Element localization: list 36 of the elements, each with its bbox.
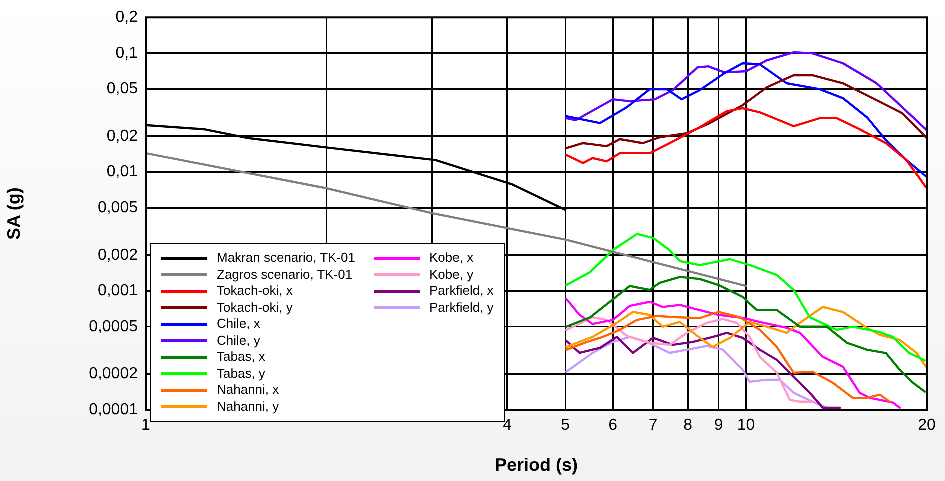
y-tick-label: 0,005 — [98, 199, 138, 216]
legend-label: Nahanni, y — [217, 398, 280, 415]
x-axis-title: Period (s) — [494, 455, 578, 476]
y-tick-label: 0,2 — [116, 9, 138, 26]
x-tick-label: 20 — [918, 417, 936, 434]
legend-label: Kobe, x — [430, 250, 474, 266]
x-tick-label: 5 — [561, 417, 570, 434]
legend-label: Tokach-oki, x — [217, 283, 293, 300]
y-tick-label: 0,002 — [98, 246, 138, 264]
y-tick-label: 0,05 — [106, 80, 138, 98]
legend-label: Tabas, y — [217, 366, 266, 382]
legend-label: Parkfield, y — [430, 300, 494, 316]
y-tick-label: 0,0002 — [89, 366, 138, 383]
legend-label: Tokach-oki, y — [217, 300, 293, 316]
y-tick-label: 0,0005 — [89, 318, 138, 336]
x-tick-label: 8 — [684, 417, 693, 434]
x-tick-label: 10 — [737, 417, 756, 434]
y-tick-label: 0,02 — [106, 128, 138, 145]
legend-label: Makran scenario, TK-01 — [217, 250, 356, 266]
y-tick-label: 0,01 — [106, 164, 138, 181]
x-tick-label: 1 — [142, 417, 151, 434]
legend-label: Kobe, y — [430, 266, 474, 283]
legend-label: Chile, x — [217, 316, 260, 332]
x-tick-label: 6 — [608, 417, 618, 434]
x-tick-label: 4 — [502, 417, 512, 434]
legend-label: Chile, y — [217, 332, 260, 349]
y-tick-label: 0,1 — [116, 44, 138, 62]
x-tick-label: 9 — [714, 417, 724, 434]
legend-label: Tabas, x — [217, 349, 266, 366]
y-tick-label: 0,0001 — [89, 401, 138, 418]
y-tick-label: 0,001 — [98, 282, 138, 300]
x-tick-label: 7 — [648, 417, 658, 434]
legend-label: Parkfield, x — [430, 283, 494, 300]
legend-label: Nahanni, x — [217, 382, 280, 398]
legend-label: Zagros scenario, TK-01 — [217, 266, 353, 283]
y-axis-title: SA (g) — [4, 188, 24, 240]
